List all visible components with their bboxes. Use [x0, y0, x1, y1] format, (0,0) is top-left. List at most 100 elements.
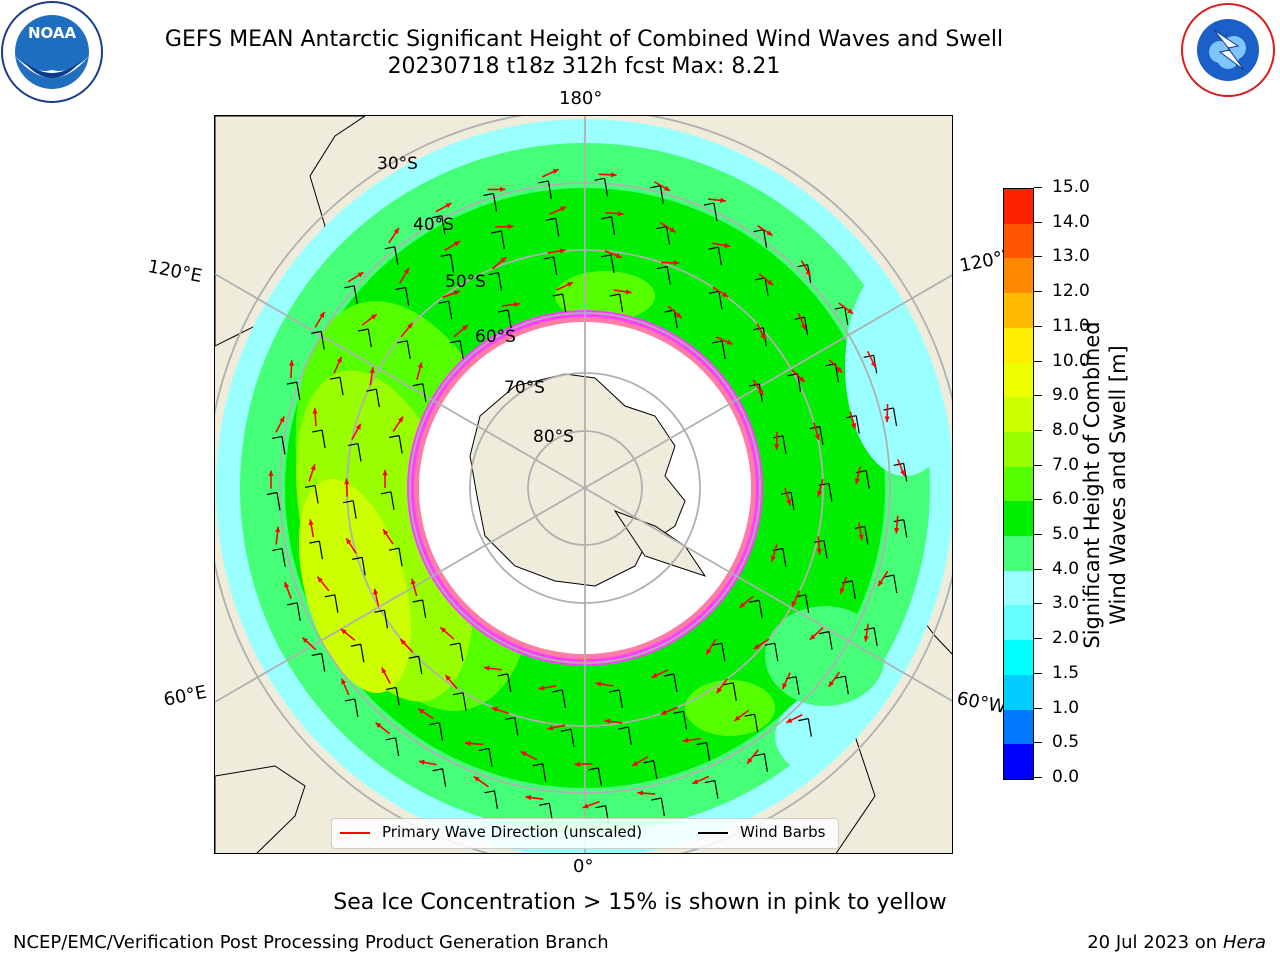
wind-barb: [754, 753, 768, 772]
wave-arrowhead: [341, 678, 347, 685]
wave-arrowhead: [817, 490, 823, 497]
wave-arrowhead: [279, 416, 285, 423]
colorbar-segment: [1004, 293, 1033, 328]
wind-barb: [864, 627, 878, 646]
colorbar-tick-label: 9.0: [1034, 385, 1079, 405]
colorbar-segment: [1004, 466, 1033, 502]
lat-label-70s: 70°S: [504, 378, 545, 398]
wave-arrowhead: [786, 717, 793, 723]
wave-arrowhead: [375, 722, 382, 729]
wind-barb: [543, 256, 558, 276]
wind-barb: [385, 737, 400, 756]
wave-arrowhead: [454, 241, 461, 247]
chart-title: GEFS MEAN Antarctic Significant Height o…: [164, 27, 1004, 52]
wind-barb: [696, 742, 711, 761]
colorbar-label-line1: Significant Height of Combined: [1080, 321, 1104, 649]
legend-wave-label: Primary Wave Direction (unscaled): [382, 823, 643, 841]
wave-arrowhead: [547, 725, 554, 731]
nws-logo-icon: [1181, 3, 1275, 97]
wind-barb: [618, 726, 632, 746]
wave-arrowhead: [310, 464, 316, 471]
wave-arrowhead: [673, 260, 680, 266]
wave-arrowhead: [346, 538, 352, 545]
wave-arrowhead: [336, 356, 342, 363]
colorbar-tick-label: 12.0: [1034, 281, 1090, 301]
colorbar-tick-label: 3.0: [1034, 593, 1079, 613]
wind-barb: [545, 217, 560, 237]
colorbar-tick-label: 1.0: [1034, 698, 1079, 718]
wave-arrowhead: [724, 242, 731, 248]
wave-arrowhead: [560, 206, 567, 212]
colorbar-tick-label: 8.0: [1034, 420, 1079, 440]
wave-arrowhead: [632, 760, 639, 766]
wave-arrowhead: [507, 223, 514, 230]
wind-barb: [344, 285, 358, 304]
wind-barb: [449, 642, 464, 662]
chart-subtitle: 20230718 t18z 312h fcst Max: 8.21: [387, 54, 781, 79]
wind-barb: [389, 434, 403, 454]
wave-arrowhead: [473, 776, 480, 782]
wind-barb: [309, 540, 323, 560]
wind-barb: [711, 340, 726, 360]
wind-barb: [856, 470, 870, 489]
wind-barb: [344, 698, 359, 718]
colorbar-tick-label: 11.0: [1034, 316, 1090, 336]
colorbar-tick-label: 14.0: [1034, 212, 1090, 232]
colorbar-tick-label: 7.0: [1034, 455, 1079, 475]
wave-arrowhead: [417, 362, 423, 369]
wave-arrowhead: [663, 185, 670, 191]
wind-barb: [431, 215, 446, 234]
colorbar-tick-label: 0.5: [1034, 732, 1079, 752]
wave-arrowhead: [900, 470, 905, 476]
colorbar-segment: [1004, 640, 1033, 675]
wave-arrowhead: [525, 794, 532, 801]
footer-credit: NCEP/EMC/Verification Post Processing Pr…: [13, 932, 609, 953]
wave-arrowhead: [828, 680, 835, 687]
wave-arrowhead: [791, 601, 797, 608]
colorbar-tick-label: 2.0: [1034, 628, 1079, 648]
wave-arrowhead: [357, 272, 364, 278]
wind-barb: [650, 185, 664, 204]
wave-arrowhead: [798, 376, 805, 383]
colorbar-segment: [1004, 431, 1033, 467]
wave-arrowhead: [500, 186, 506, 192]
wind-barb: [703, 202, 718, 222]
wind-barb: [538, 180, 552, 200]
colorbar-segment: [1004, 744, 1033, 779]
wind-barb: [266, 491, 281, 511]
wind-barb: [552, 293, 567, 313]
wave-arrowhead: [370, 314, 377, 320]
wind-barb: [450, 340, 464, 359]
wave-arrowhead: [483, 665, 490, 671]
wave-arrowhead: [851, 423, 857, 429]
colorbar-segment: [1004, 223, 1033, 259]
wind-barb: [412, 383, 427, 402]
wave-arrowhead: [774, 444, 780, 450]
wind-barb: [600, 254, 615, 273]
wave-arrowhead: [669, 227, 676, 233]
wave-arrowhead: [836, 366, 843, 373]
wave-arrowhead: [782, 683, 788, 690]
colorbar-tick-label: 4.0: [1034, 559, 1079, 579]
wind-barb: [588, 767, 603, 786]
lon-label-0: 0°: [573, 856, 594, 877]
wind-barb: [772, 435, 787, 454]
wind-barb: [395, 286, 410, 306]
wind-barb: [311, 429, 326, 449]
wind-barb: [818, 631, 833, 650]
wind-barb: [673, 710, 688, 730]
wind-barb: [560, 728, 575, 748]
wave-arrowhead: [720, 197, 726, 203]
wave-arrowhead: [453, 290, 460, 296]
lat-label-80s: 80°S: [533, 427, 574, 447]
colorbar-segment: [1004, 605, 1033, 641]
wave-arrowhead: [500, 257, 507, 263]
wave-arrowhead: [275, 526, 281, 533]
wave-arrowhead: [726, 339, 733, 345]
wind-barb: [883, 574, 898, 594]
wind-barb: [749, 599, 763, 619]
wave-arrowhead: [440, 627, 447, 633]
wave-arrowhead: [381, 667, 387, 674]
wind-barb: [723, 682, 737, 701]
wave-arrowhead: [552, 169, 559, 174]
